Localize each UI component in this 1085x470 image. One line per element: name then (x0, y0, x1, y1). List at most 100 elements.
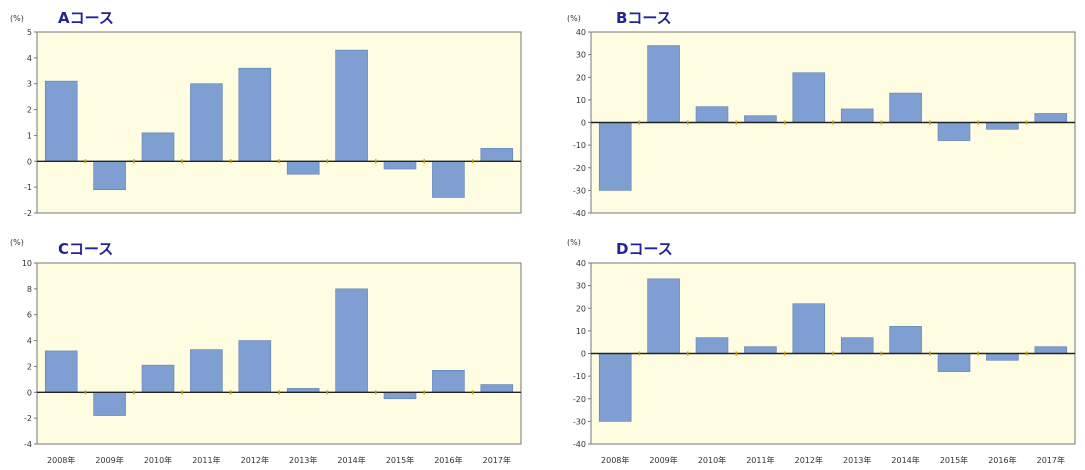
bar (432, 160, 465, 198)
bar (1034, 113, 1068, 123)
bar (647, 45, 680, 123)
bar (695, 106, 729, 123)
bar (840, 108, 874, 123)
x-category-label: 2016年 (988, 455, 1016, 465)
y-tick-label: 1 (27, 131, 32, 140)
bar (480, 384, 514, 393)
y-tick-label: -20 (573, 395, 586, 404)
y-tick-label: -10 (573, 141, 586, 150)
bar (889, 326, 922, 354)
y-tick-label: 8 (27, 285, 32, 294)
bar (937, 353, 971, 372)
bar (986, 353, 1019, 361)
x-category-label: 2014年 (891, 455, 919, 465)
y-tick-label: 4 (27, 54, 32, 63)
y-tick-label: 0 (27, 388, 32, 397)
x-category-label: 2015年 (386, 455, 414, 465)
y-tick-label: 0 (581, 350, 586, 359)
bar (792, 303, 826, 354)
bar (598, 353, 632, 422)
y-tick-label: 20 (576, 73, 586, 82)
bar (286, 160, 320, 175)
x-category-label: 2009年 (649, 455, 677, 465)
y-tick-label: 40 (576, 28, 586, 37)
bar (44, 80, 78, 162)
y-tick-label: -2 (24, 209, 32, 218)
y-tick-label: 30 (576, 282, 586, 291)
y-tick-label: 0 (27, 157, 32, 166)
x-category-label: 2010年 (698, 455, 726, 465)
bar (93, 160, 126, 191)
bar (792, 72, 826, 123)
y-tick-label: 2 (27, 362, 32, 371)
chart-panel-1: (%) Aコース 5 4 3 2 1 0 -1 -2 (10, 9, 522, 218)
y-unit-label: (%) (10, 14, 24, 23)
bar (238, 67, 272, 162)
y-tick-label: -40 (573, 209, 586, 218)
bar (141, 364, 175, 393)
bar (986, 122, 1019, 130)
bar (190, 83, 223, 162)
y-tick-label: 0 (581, 119, 586, 128)
y-tick-label: -30 (573, 186, 586, 195)
x-category-label: 2008年 (601, 455, 629, 465)
y-tick-label: -20 (573, 164, 586, 173)
bar (383, 160, 417, 170)
y-tick-label: -4 (24, 440, 32, 449)
y-tick-label: 10 (576, 96, 586, 105)
bar (480, 148, 514, 162)
x-category-label: 2013年 (289, 455, 317, 465)
bar (598, 122, 632, 191)
y-unit-label: (%) (10, 238, 24, 247)
bar (335, 49, 368, 162)
x-category-label: 2016年 (434, 455, 462, 465)
bar (840, 337, 874, 354)
x-category-label: 2008年 (47, 455, 75, 465)
y-tick-label: -30 (573, 417, 586, 426)
y-tick-label: 20 (576, 304, 586, 313)
y-tick-label: 3 (27, 80, 32, 89)
bar (44, 350, 78, 393)
chart-title: Bコース (616, 9, 672, 27)
bar (335, 288, 368, 393)
y-tick-label: 10 (22, 259, 32, 268)
x-category-label: 2011年 (192, 455, 220, 465)
chart-title: Cコース (58, 240, 113, 258)
bar (93, 391, 126, 416)
bar (744, 115, 777, 123)
chart-title: Dコース (616, 240, 673, 258)
y-tick-label: -2 (24, 414, 32, 423)
bar (647, 278, 680, 354)
y-tick-label: -40 (573, 440, 586, 449)
bar (190, 349, 223, 393)
x-category-label: 2017年 (1037, 455, 1065, 465)
bar (383, 391, 417, 400)
x-category-label: 2015年 (940, 455, 968, 465)
x-category-label: 2012年 (795, 455, 823, 465)
y-tick-label: 30 (576, 51, 586, 60)
x-category-label: 2009年 (95, 455, 123, 465)
y-tick-label: 4 (27, 337, 32, 346)
bar (432, 370, 465, 393)
chart-panel-2: (%) Bコース 40 30 20 10 0 -10 -20 -30 -40 (567, 9, 1076, 218)
bar (695, 337, 729, 354)
bar (744, 346, 777, 354)
plot-area (36, 262, 522, 445)
x-category-label: 2010年 (144, 455, 172, 465)
bar (141, 132, 175, 162)
x-category-label: 2011年 (746, 455, 774, 465)
x-category-label: 2017年 (483, 455, 511, 465)
y-unit-label: (%) (567, 14, 581, 23)
y-tick-label: -10 (573, 372, 586, 381)
x-category-label: 2012年 (241, 455, 269, 465)
chart-panel-4: (%) Dコース 40 30 20 10 0 -10 -20 -30 -40 2008年 2009年 20… (567, 238, 1076, 465)
x-category-label: 2013年 (843, 455, 871, 465)
bar (238, 340, 272, 393)
bar (937, 122, 971, 141)
y-tick-label: 40 (576, 259, 586, 268)
y-unit-label: (%) (567, 238, 581, 247)
bar (889, 92, 922, 123)
y-tick-label: -1 (24, 183, 32, 192)
y-tick-label: 6 (27, 311, 32, 320)
